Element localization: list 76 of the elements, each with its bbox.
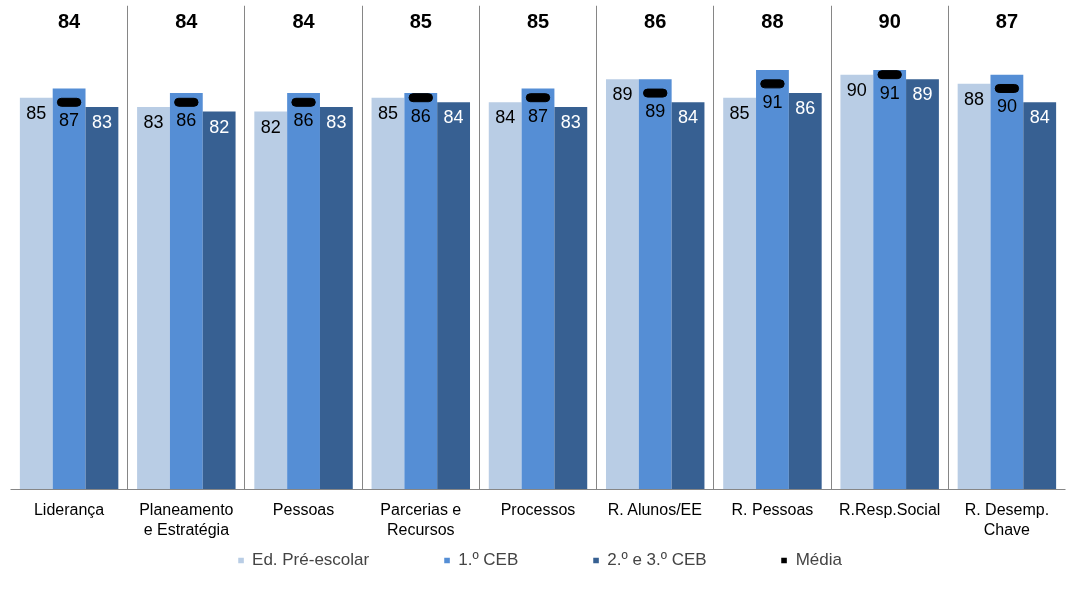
annotation: 85 <box>409 9 432 32</box>
annotation: 90 <box>878 9 901 32</box>
data-label: 84 <box>1029 107 1050 128</box>
bar <box>437 102 471 490</box>
bar <box>287 93 320 490</box>
data-label: 86 <box>293 110 314 131</box>
legend-label: 1.º CEB <box>458 550 519 570</box>
data-label: 91 <box>879 82 900 103</box>
data-label: 85 <box>26 102 47 123</box>
x-tick-label: Parcerias e Recursos <box>380 500 462 538</box>
bar <box>1023 102 1057 490</box>
data-label: 89 <box>612 84 633 105</box>
bar <box>554 106 588 490</box>
annotation: 87 <box>995 9 1019 32</box>
x-tick-label: Liderança <box>33 500 105 518</box>
bar <box>371 97 405 490</box>
data-label: 90 <box>846 79 867 100</box>
data-label: 86 <box>176 110 197 131</box>
data-label: 88 <box>964 88 985 109</box>
bar <box>671 102 705 490</box>
data-label: 91 <box>762 91 783 112</box>
bar <box>906 79 939 490</box>
bar <box>788 93 822 490</box>
data-label: 89 <box>912 84 933 105</box>
x-tick-label: R. Desemp. Chave <box>964 500 1050 538</box>
data-label: 84 <box>678 107 699 128</box>
legend-label: Ed. Pré-escolar <box>252 550 370 570</box>
x-tick-label: Planeamento e Estratégia <box>139 500 234 538</box>
annotation: 85 <box>526 9 550 32</box>
data-label: 83 <box>326 111 347 132</box>
bar <box>137 106 170 490</box>
bar <box>957 83 991 490</box>
bar <box>404 93 438 490</box>
annotation: 84 <box>57 9 82 32</box>
bar <box>19 97 53 490</box>
bar <box>52 88 86 490</box>
bar <box>756 70 789 490</box>
bar <box>319 106 353 490</box>
bar <box>638 79 672 490</box>
x-tick-label: R. Pessoas <box>731 500 814 518</box>
data-label: 84 <box>443 107 464 128</box>
bar <box>488 102 522 490</box>
legend-label: 2.º e 3.º CEB <box>607 550 707 570</box>
data-label: 85 <box>377 102 398 123</box>
bar <box>169 93 203 490</box>
data-label: 82 <box>209 116 230 137</box>
bar <box>85 106 119 490</box>
bar <box>990 74 1024 490</box>
data-label: 89 <box>645 101 666 122</box>
data-label: 82 <box>260 116 281 137</box>
bar <box>254 111 288 490</box>
x-tick-label: R. Alunos/EE <box>607 500 702 518</box>
data-label: 83 <box>143 111 164 132</box>
data-label: 84 <box>495 107 516 128</box>
bar <box>521 88 555 490</box>
bar <box>605 79 639 490</box>
data-label: 83 <box>560 111 581 132</box>
bar <box>723 97 757 490</box>
data-label: 90 <box>996 96 1017 117</box>
legend-label: Média <box>795 550 842 570</box>
data-label: 87 <box>59 110 80 131</box>
data-label: 87 <box>527 105 549 126</box>
annotation: 86 <box>644 9 667 32</box>
x-tick-label: Processos <box>500 500 576 518</box>
bar <box>840 74 874 490</box>
bar <box>873 70 907 490</box>
annotation: 84 <box>292 9 316 32</box>
annotation: 84 <box>175 9 199 32</box>
data-label: 85 <box>729 102 750 123</box>
data-label: 86 <box>410 105 431 126</box>
x-tick-label: R.Resp.Social <box>838 500 941 518</box>
data-label: 83 <box>91 111 112 132</box>
annotation: 88 <box>761 9 784 32</box>
bar <box>202 111 236 490</box>
x-tick-label: Pessoas <box>272 500 335 518</box>
data-label: 86 <box>795 98 816 119</box>
